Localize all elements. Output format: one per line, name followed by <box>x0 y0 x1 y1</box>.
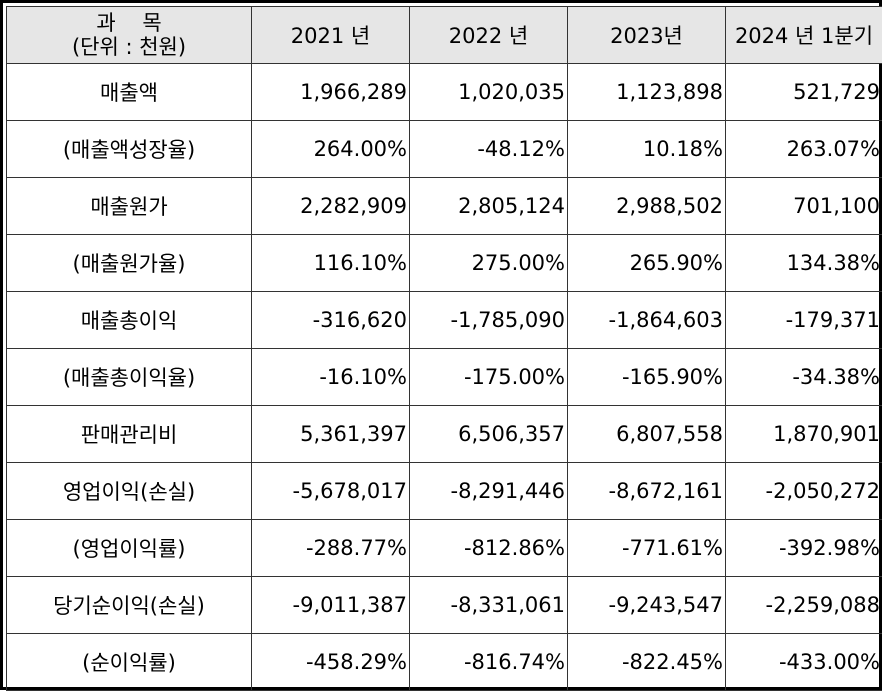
value-cell: -822.45% <box>568 634 726 691</box>
row-label: (순이익률) <box>7 634 252 691</box>
value-cell: -165.90% <box>568 349 726 406</box>
value-cell: -1,785,090 <box>410 292 568 349</box>
value-cell: -16.10% <box>252 349 410 406</box>
table-row: (순이익률)-458.29%-816.74%-822.45%-433.00% <box>7 634 882 691</box>
value-cell: 521,729 <box>726 64 882 121</box>
row-label: 판매관리비 <box>7 406 252 463</box>
row-label: (매출총이익율) <box>7 349 252 406</box>
value-cell: 1,870,901 <box>726 406 882 463</box>
row-label: 영업이익(손실) <box>7 463 252 520</box>
value-cell: 134.38% <box>726 235 882 292</box>
value-cell: 6,506,357 <box>410 406 568 463</box>
value-cell: -34.38% <box>726 349 882 406</box>
value-cell: -1,864,603 <box>568 292 726 349</box>
value-cell: -9,011,387 <box>252 577 410 634</box>
value-cell: -392.98% <box>726 520 882 577</box>
value-cell: 116.10% <box>252 235 410 292</box>
row-label: 당기순이익(손실) <box>7 577 252 634</box>
value-cell: 10.18% <box>568 121 726 178</box>
table-row: (매출원가율)116.10%275.00%265.90%134.38% <box>7 235 882 292</box>
value-cell: 1,966,289 <box>252 64 410 121</box>
row-label: 매출원가 <box>7 178 252 235</box>
value-cell: -8,672,161 <box>568 463 726 520</box>
subject-title: 과 목 <box>7 11 251 35</box>
value-cell: -2,259,088 <box>726 577 882 634</box>
year-header-2021: 2021 년 <box>252 7 410 64</box>
value-cell: -8,291,446 <box>410 463 568 520</box>
value-cell: 5,361,397 <box>252 406 410 463</box>
table-row: 매출총이익-316,620-1,785,090-1,864,603-179,37… <box>7 292 882 349</box>
row-label: (매출액성장율) <box>7 121 252 178</box>
value-cell: -2,050,272 <box>726 463 882 520</box>
value-cell: -8,331,061 <box>410 577 568 634</box>
value-cell: -812.86% <box>410 520 568 577</box>
table-row: 당기순이익(손실)-9,011,387-8,331,061-9,243,547-… <box>7 577 882 634</box>
value-cell: -48.12% <box>410 121 568 178</box>
subject-header: 과 목 (단위 : 천원) <box>7 7 252 64</box>
value-cell: -175.00% <box>410 349 568 406</box>
value-cell: 264.00% <box>252 121 410 178</box>
value-cell: -5,678,017 <box>252 463 410 520</box>
value-cell: -433.00% <box>726 634 882 691</box>
row-label: (매출원가율) <box>7 235 252 292</box>
year-header-2023: 2023년 <box>568 7 726 64</box>
value-cell: 263.07% <box>726 121 882 178</box>
value-cell: 2,805,124 <box>410 178 568 235</box>
financial-table: 과 목 (단위 : 천원) 2021 년 2022 년 2023년 2024 년… <box>6 6 882 691</box>
value-cell: -288.77% <box>252 520 410 577</box>
value-cell: 2,988,502 <box>568 178 726 235</box>
value-cell: -316,620 <box>252 292 410 349</box>
value-cell: 701,100 <box>726 178 882 235</box>
row-label: 매출총이익 <box>7 292 252 349</box>
year-header-2022: 2022 년 <box>410 7 568 64</box>
value-cell: -816.74% <box>410 634 568 691</box>
value-cell: 2,282,909 <box>252 178 410 235</box>
value-cell: 275.00% <box>410 235 568 292</box>
value-cell: -179,371 <box>726 292 882 349</box>
value-cell: -771.61% <box>568 520 726 577</box>
table-row: (영업이익률)-288.77%-812.86%-771.61%-392.98% <box>7 520 882 577</box>
year-header-2024q1: 2024 년 1분기 <box>726 7 882 64</box>
value-cell: 1,020,035 <box>410 64 568 121</box>
value-cell: 1,123,898 <box>568 64 726 121</box>
value-cell: 6,807,558 <box>568 406 726 463</box>
table-row: (매출총이익율)-16.10%-175.00%-165.90%-34.38% <box>7 349 882 406</box>
row-label: 매출액 <box>7 64 252 121</box>
unit-label: (단위 : 천원) <box>7 35 251 59</box>
row-label: (영업이익률) <box>7 520 252 577</box>
value-cell: -458.29% <box>252 634 410 691</box>
value-cell: 265.90% <box>568 235 726 292</box>
value-cell: -9,243,547 <box>568 577 726 634</box>
header-row: 과 목 (단위 : 천원) 2021 년 2022 년 2023년 2024 년… <box>7 7 882 64</box>
table-row: 영업이익(손실)-5,678,017-8,291,446-8,672,161-2… <box>7 463 882 520</box>
table-row: (매출액성장율)264.00%-48.12%10.18%263.07% <box>7 121 882 178</box>
